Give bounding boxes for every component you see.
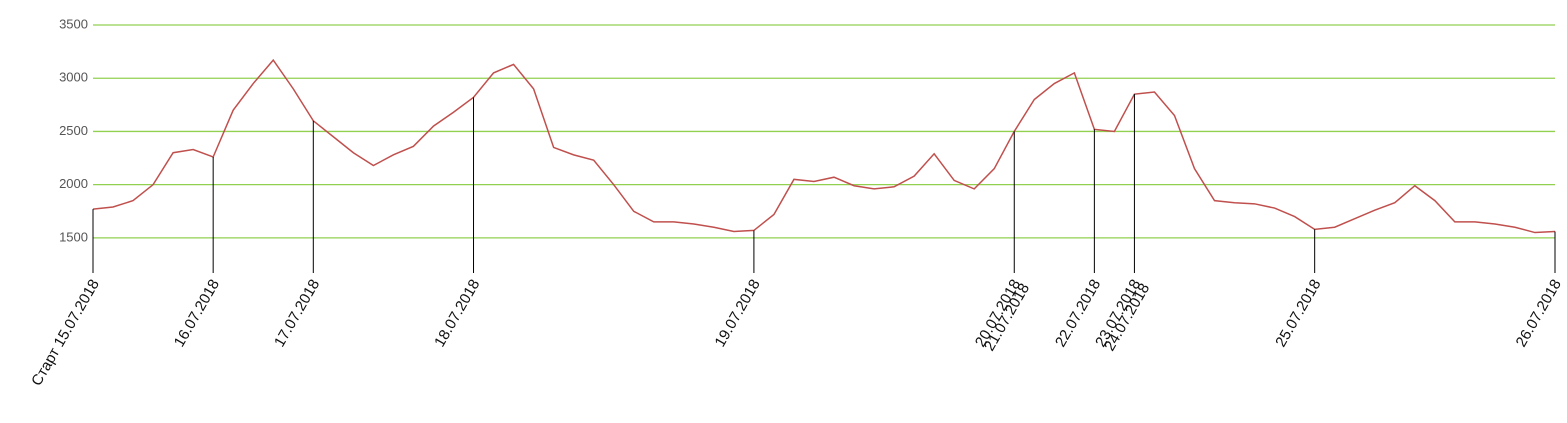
day-label: 19.07.2018 — [712, 276, 764, 350]
y-tick-label: 3000 — [59, 70, 88, 85]
day-label: 18.07.2018 — [431, 276, 483, 350]
day-label: Старт 15.07.2018 — [28, 276, 103, 388]
day-label: 16.07.2018 — [171, 276, 223, 350]
day-label: 17.07.2018 — [271, 276, 323, 350]
y-tick-label: 2500 — [59, 123, 88, 138]
y-tick-label: 3500 — [59, 16, 88, 31]
y-tick-label: 2000 — [59, 176, 88, 191]
day-label: 26.07.2018 — [1513, 276, 1565, 350]
y-tick-label: 1500 — [59, 229, 88, 244]
elevation-line — [92, 58, 1556, 234]
day-label: 25.07.2018 — [1272, 276, 1324, 350]
